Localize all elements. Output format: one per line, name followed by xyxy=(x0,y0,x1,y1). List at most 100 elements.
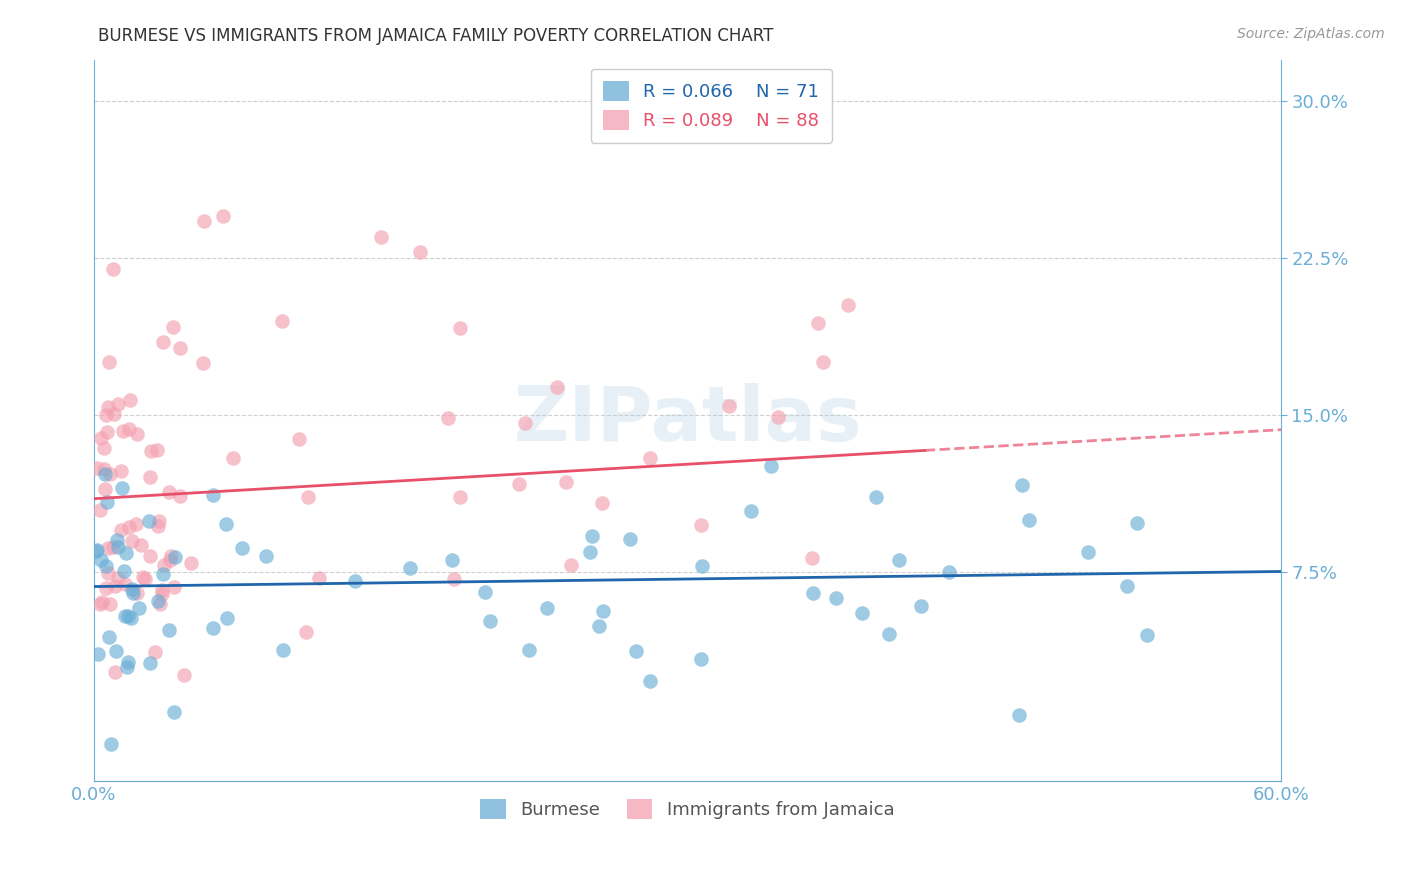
Point xyxy=(344,574,367,588)
Point xyxy=(295,625,318,640)
Point xyxy=(581,529,603,543)
Point xyxy=(107,397,129,411)
Point xyxy=(215,516,238,531)
Point xyxy=(638,673,661,688)
Point xyxy=(254,549,277,563)
Point xyxy=(910,599,932,614)
Point xyxy=(785,104,807,119)
Point xyxy=(222,450,245,465)
Point xyxy=(560,558,582,572)
Point xyxy=(162,320,184,334)
Point xyxy=(132,570,155,584)
Point xyxy=(546,380,568,394)
Point xyxy=(449,321,471,335)
Point xyxy=(308,571,330,585)
Point xyxy=(1115,579,1137,593)
Point xyxy=(399,561,422,575)
Point xyxy=(1018,513,1040,527)
Point xyxy=(271,643,294,657)
Point xyxy=(193,213,215,227)
Point xyxy=(107,571,129,585)
Point xyxy=(117,655,139,669)
Point xyxy=(440,553,463,567)
Point xyxy=(101,262,124,277)
Point xyxy=(690,559,713,574)
Point xyxy=(89,597,111,611)
Point xyxy=(128,601,150,615)
Point xyxy=(139,549,162,564)
Point xyxy=(107,540,129,554)
Point xyxy=(139,443,162,458)
Point xyxy=(690,518,713,533)
Point xyxy=(94,482,117,496)
Point xyxy=(288,433,311,447)
Point xyxy=(114,577,136,591)
Point xyxy=(591,496,613,510)
Point xyxy=(94,467,117,482)
Point xyxy=(86,647,108,661)
Point xyxy=(152,566,174,581)
Point xyxy=(121,533,143,548)
Point xyxy=(825,591,848,605)
Point xyxy=(125,427,148,442)
Point xyxy=(103,407,125,421)
Point xyxy=(157,484,180,499)
Point xyxy=(163,550,186,565)
Point xyxy=(110,523,132,537)
Point xyxy=(478,614,501,628)
Point xyxy=(638,451,661,466)
Point xyxy=(97,566,120,580)
Point xyxy=(201,488,224,502)
Point xyxy=(117,422,139,436)
Point xyxy=(149,598,172,612)
Point xyxy=(555,475,578,490)
Point xyxy=(191,356,214,370)
Point xyxy=(811,355,834,369)
Point xyxy=(94,558,117,573)
Point xyxy=(139,470,162,484)
Point xyxy=(1077,544,1099,558)
Point xyxy=(450,490,472,504)
Point xyxy=(138,514,160,528)
Text: BURMESE VS IMMIGRANTS FROM JAMAICA FAMILY POVERTY CORRELATION CHART: BURMESE VS IMMIGRANTS FROM JAMAICA FAMIL… xyxy=(98,27,773,45)
Point xyxy=(837,298,859,312)
Point xyxy=(626,644,648,658)
Point xyxy=(807,317,830,331)
Point xyxy=(938,565,960,579)
Point xyxy=(117,609,139,624)
Point xyxy=(474,585,496,599)
Point xyxy=(157,624,180,638)
Point xyxy=(1011,478,1033,492)
Point xyxy=(98,597,121,611)
Point xyxy=(111,481,134,495)
Point xyxy=(1136,628,1159,642)
Point xyxy=(146,593,169,607)
Point xyxy=(90,553,112,567)
Point xyxy=(112,564,135,578)
Point xyxy=(231,541,253,555)
Point xyxy=(851,606,873,620)
Point xyxy=(270,314,292,328)
Point xyxy=(90,431,112,445)
Point xyxy=(163,580,186,594)
Point xyxy=(122,586,145,600)
Point xyxy=(118,520,141,534)
Point xyxy=(98,630,121,644)
Point xyxy=(100,737,122,751)
Point xyxy=(96,408,118,422)
Point xyxy=(717,399,740,413)
Point xyxy=(513,416,536,430)
Point xyxy=(131,538,153,552)
Point xyxy=(201,621,224,635)
Point xyxy=(110,464,132,478)
Point xyxy=(766,409,789,424)
Point xyxy=(887,553,910,567)
Point xyxy=(111,425,134,439)
Point xyxy=(105,644,128,658)
Point xyxy=(877,627,900,641)
Point xyxy=(169,341,191,355)
Point xyxy=(97,355,120,369)
Point xyxy=(211,210,233,224)
Point xyxy=(105,533,128,547)
Point xyxy=(436,410,458,425)
